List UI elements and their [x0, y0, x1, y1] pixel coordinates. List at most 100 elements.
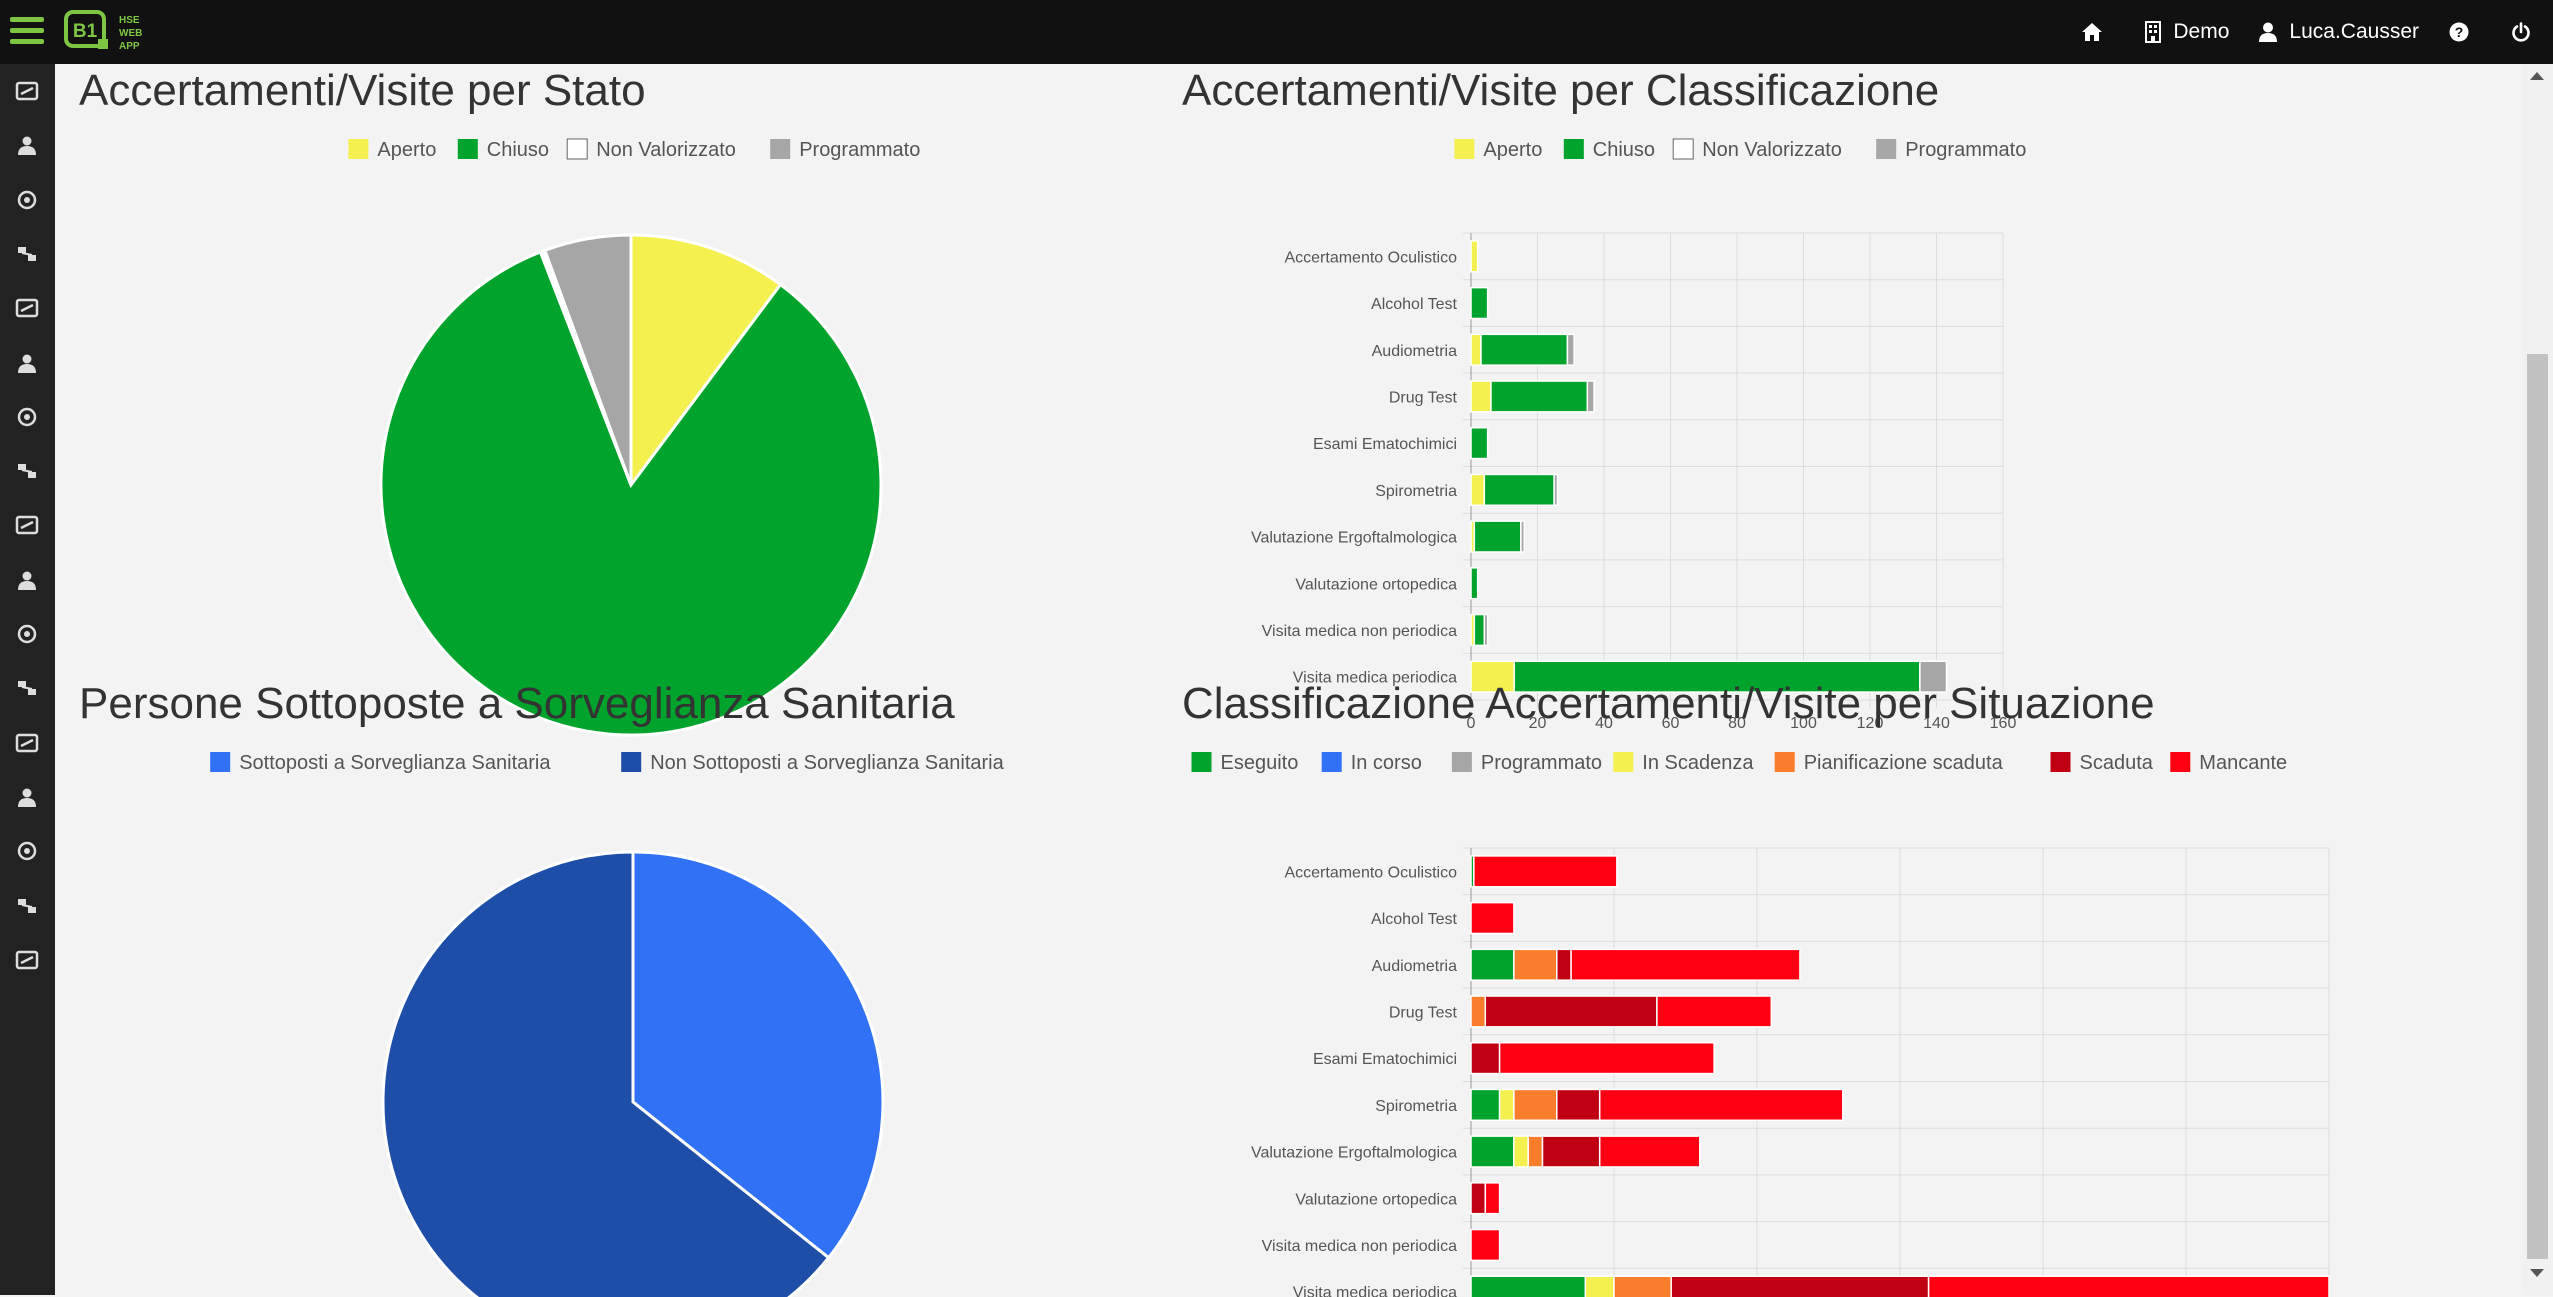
classificazione-bar-aperto[interactable] [1470, 380, 1492, 413]
persone-legend-non-sottoposti-a-sorveglianza-sanitaria[interactable]: Non Sottoposti a Sorveglianza Sanitaria [621, 752, 1005, 774]
classificazione-legend-aperto[interactable]: Aperto [1454, 139, 1542, 161]
situazione-bar-mancante[interactable] [1570, 948, 1801, 981]
menu-toggle-icon[interactable] [10, 17, 44, 47]
classificazione-bar-aperto[interactable] [1470, 240, 1479, 273]
injury-icon[interactable] [12, 239, 42, 269]
situazione-legend-in-corso[interactable]: In corso [1321, 752, 1422, 774]
eye-icon[interactable] [12, 565, 42, 595]
workers-icon[interactable] [12, 76, 42, 106]
person-icon[interactable] [12, 130, 42, 160]
stato-legend-non-valorizzato[interactable]: Non Valorizzato [566, 138, 736, 161]
trend-icon[interactable] [12, 619, 42, 649]
situazione-bar-mancante[interactable] [1598, 1135, 1701, 1168]
stato-legend-chiuso[interactable]: Chiuso [457, 139, 549, 161]
classificazione-bar-chiuso[interactable] [1470, 426, 1489, 460]
situazione-bar-pianificazione-scaduta[interactable] [1527, 1135, 1544, 1168]
plant-icon[interactable] [12, 945, 42, 975]
classificazione-bar-chiuso[interactable] [1480, 333, 1569, 366]
situazione-bar-scaduta[interactable] [1484, 995, 1658, 1028]
situazione-bar-mancante[interactable] [1656, 995, 1773, 1028]
scroll-down-arrow-icon[interactable] [2530, 1269, 2544, 1277]
situazione-bar-in-scadenza[interactable] [1513, 1135, 1529, 1168]
page-scrollbar[interactable] [2522, 64, 2553, 1295]
situazione-bar-scaduta[interactable] [1670, 1275, 1930, 1297]
legend-swatch [621, 752, 642, 772]
app-logo[interactable]: B1 HSE WEB APP [64, 9, 156, 55]
classificazione-bar-programmato[interactable] [1586, 380, 1595, 413]
situazione-bar-mancante[interactable] [1498, 1041, 1715, 1075]
situazione-bar-mancante[interactable] [1484, 1182, 1501, 1215]
stato-slice-programmato[interactable] [542, 233, 633, 486]
persone-legend-sottoposti-a-sorveglianza-sanitaria[interactable]: Sottoposti a Sorveglianza Sanitaria [210, 752, 551, 774]
situazione-bar-scaduta[interactable] [1556, 1088, 1601, 1122]
situazione-bar-mancante[interactable] [1470, 1228, 1501, 1262]
situazione-bar-eseguito[interactable] [1470, 948, 1515, 981]
history-icon[interactable] [12, 456, 42, 486]
persone-slice-sottoposti-a-sorveglianza-sanitaria[interactable] [631, 850, 885, 1260]
stato-legend-aperto[interactable]: Aperto [348, 139, 436, 161]
situazione-bar-eseguito[interactable] [1470, 1088, 1501, 1122]
situazione-bar-mancante[interactable] [1927, 1275, 2330, 1297]
situazione-bar-mancante[interactable] [1598, 1088, 1844, 1122]
classificazione-bar-chiuso[interactable] [1473, 520, 1522, 553]
situazione-bar-pianificazione-scaduta[interactable] [1513, 1088, 1558, 1122]
classificazione-bar-aperto[interactable] [1470, 333, 1482, 366]
scrollbar-thumb[interactable] [2527, 354, 2548, 1259]
situazione-bar-pianificazione-scaduta[interactable] [1470, 995, 1487, 1028]
situazione-bar-in-scadenza[interactable] [1584, 1275, 1615, 1297]
classificazione-bar-chiuso[interactable] [1513, 660, 1921, 693]
situazione-bar-mancante[interactable] [1473, 855, 1618, 888]
org-chart-icon[interactable] [12, 673, 42, 703]
classificazione-legend-non-valorizzato[interactable]: Non Valorizzato [1672, 138, 1842, 161]
classificazione-bar-aperto[interactable] [1470, 473, 1486, 507]
training-icon[interactable] [12, 510, 42, 540]
classificazione-legend-programmato[interactable]: Programmato [1876, 139, 2026, 161]
classificazione-bar-chiuso[interactable] [1483, 473, 1555, 507]
situazione-bar-eseguito[interactable] [1470, 1135, 1515, 1168]
situazione-bar-mancante[interactable] [1470, 901, 1515, 935]
situazione-bar-pianificazione-scaduta[interactable] [1613, 1275, 1672, 1297]
helmet-icon[interactable] [12, 185, 42, 215]
classificazione-bar-programmato[interactable] [1520, 520, 1525, 553]
classificazione-bar-programmato[interactable] [1566, 333, 1575, 366]
situazione-bar-eseguito[interactable] [1470, 1275, 1587, 1297]
situazione-bar-scaduta[interactable] [1470, 1182, 1487, 1215]
classificazione-bar-chiuso[interactable] [1473, 613, 1486, 647]
classificazione-legend-chiuso[interactable]: Chiuso [1563, 139, 1655, 161]
classificazione-bar-chiuso[interactable] [1470, 567, 1479, 600]
situazione-legend-mancante[interactable]: Mancante [2170, 752, 2287, 774]
situazione-legend-eseguito[interactable]: Eseguito [1191, 752, 1299, 774]
situazione-bar-pianificazione-scaduta[interactable] [1513, 948, 1558, 981]
situazione-legend-pianificazione-scaduta[interactable]: Pianificazione scaduta [1774, 752, 2004, 774]
classificazione-bar-programmato[interactable] [1919, 660, 1948, 693]
classificazione-bar-aperto[interactable] [1470, 660, 1515, 693]
help-button[interactable]: ? [2449, 22, 2481, 42]
factory-icon[interactable] [12, 891, 42, 921]
user-menu[interactable]: Luca.Causser [2259, 20, 2419, 44]
situazione-legend-in-scadenza[interactable]: In Scadenza [1613, 752, 1754, 774]
situazione-legend-programmato[interactable]: Programmato [1451, 752, 1602, 774]
stato-slice-aperto[interactable] [629, 233, 783, 490]
stato-slice-chiuso[interactable] [379, 250, 883, 737]
situazione-legend-scaduta[interactable]: Scaduta [2050, 752, 2154, 774]
network-icon[interactable] [12, 402, 42, 432]
fire-icon[interactable] [12, 348, 42, 378]
calendar-icon[interactable] [12, 836, 42, 866]
classificazione-bar-chiuso[interactable] [1490, 380, 1589, 413]
report-icon[interactable] [12, 782, 42, 812]
classificazione-bar-chiuso[interactable] [1470, 286, 1489, 320]
home-link[interactable] [2081, 22, 2115, 42]
classificazione-bar-programmato[interactable] [1553, 473, 1559, 507]
situazione-bar-in-scadenza[interactable] [1498, 1088, 1515, 1122]
stato-legend-programmato[interactable]: Programmato [770, 139, 920, 161]
scroll-up-arrow-icon[interactable] [2530, 72, 2544, 80]
machinery-icon[interactable] [12, 293, 42, 323]
classificazione-bar-programmato[interactable] [1483, 613, 1489, 647]
persone-slice-non-sottoposti-a-sorveglianza-sanitaria[interactable] [381, 850, 831, 1297]
company-selector[interactable]: Demo [2145, 20, 2229, 44]
settings-icon[interactable] [12, 728, 42, 758]
situazione-bar-scaduta[interactable] [1541, 1135, 1601, 1168]
situazione-bar-scaduta[interactable] [1556, 948, 1572, 981]
logout-button[interactable] [2511, 22, 2543, 42]
situazione-bar-scaduta[interactable] [1470, 1041, 1501, 1075]
